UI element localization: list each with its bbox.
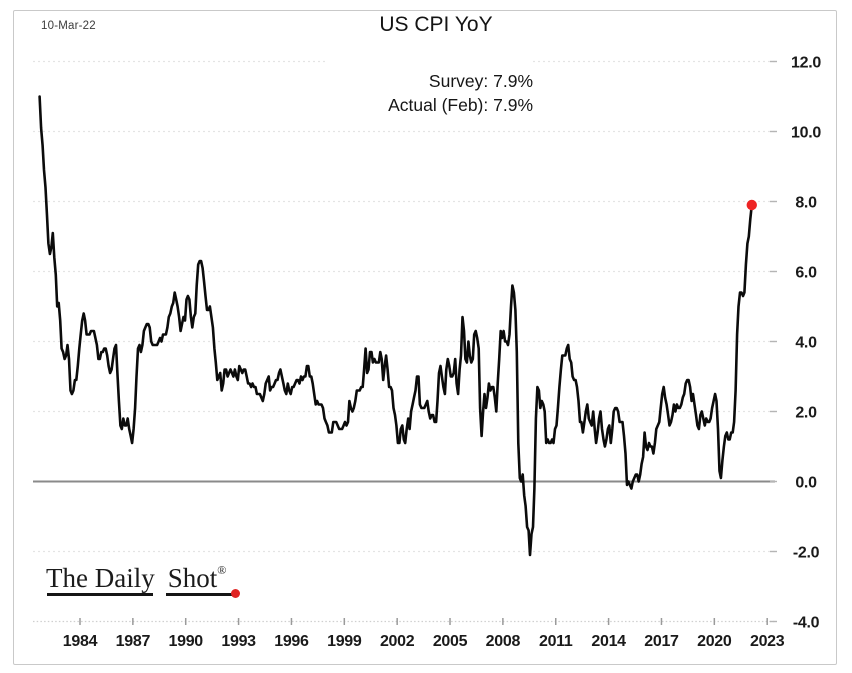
x-axis-label: 2005 bbox=[433, 633, 468, 650]
y-axis-label: 6.0 bbox=[795, 265, 817, 282]
x-axis-label: 1990 bbox=[169, 633, 204, 650]
logo-red-dot-icon bbox=[231, 589, 240, 598]
y-axis-label: 2.0 bbox=[795, 405, 817, 422]
survey-line: Survey: 7.9% bbox=[428, 71, 533, 91]
cpi-series-line bbox=[38, 95, 754, 557]
logo-underline bbox=[47, 593, 153, 596]
y-axis-label: 10.0 bbox=[791, 125, 821, 142]
x-axis-label: 1987 bbox=[116, 633, 151, 650]
latest-value-marker bbox=[746, 199, 757, 211]
date-label: 10-Mar-22 bbox=[41, 20, 96, 32]
y-axis-label: 8.0 bbox=[795, 195, 817, 212]
x-axis-label: 2011 bbox=[539, 633, 573, 650]
y-axis-label: -2.0 bbox=[793, 545, 820, 562]
y-axis-label: -4.0 bbox=[793, 615, 820, 632]
x-axis-label: 1984 bbox=[63, 633, 98, 650]
survey-annotation-block: Survey: 7.9% Actual (Feb): 7.9% bbox=[328, 55, 533, 117]
x-axis-label: 1996 bbox=[274, 633, 309, 650]
y-axis-label: 0.0 bbox=[795, 475, 817, 492]
registered-trademark-icon: ® bbox=[217, 563, 227, 577]
x-axis-label: 2023 bbox=[750, 633, 785, 650]
chart-title: US CPI YoY bbox=[379, 13, 493, 36]
x-axis-label: 2017 bbox=[644, 633, 679, 650]
y-axis-label: 12.0 bbox=[791, 55, 821, 72]
y-axis-label: 4.0 bbox=[795, 335, 817, 352]
logo-text-shot: Shot bbox=[167, 563, 218, 593]
daily-shot-logo: The Daily Shot® bbox=[46, 563, 226, 594]
x-axis-label: 2014 bbox=[591, 633, 626, 650]
x-axis-label: 2020 bbox=[697, 633, 732, 650]
x-axis-label: 2008 bbox=[486, 633, 521, 650]
logo-text-the-daily: The Daily bbox=[46, 563, 155, 593]
logo-underline bbox=[166, 593, 234, 596]
x-axis-label: 2002 bbox=[380, 633, 415, 650]
x-axis-label: 1999 bbox=[327, 633, 362, 650]
x-axis-label: 1993 bbox=[221, 633, 256, 650]
actual-line: Actual (Feb): 7.9% bbox=[388, 95, 533, 115]
